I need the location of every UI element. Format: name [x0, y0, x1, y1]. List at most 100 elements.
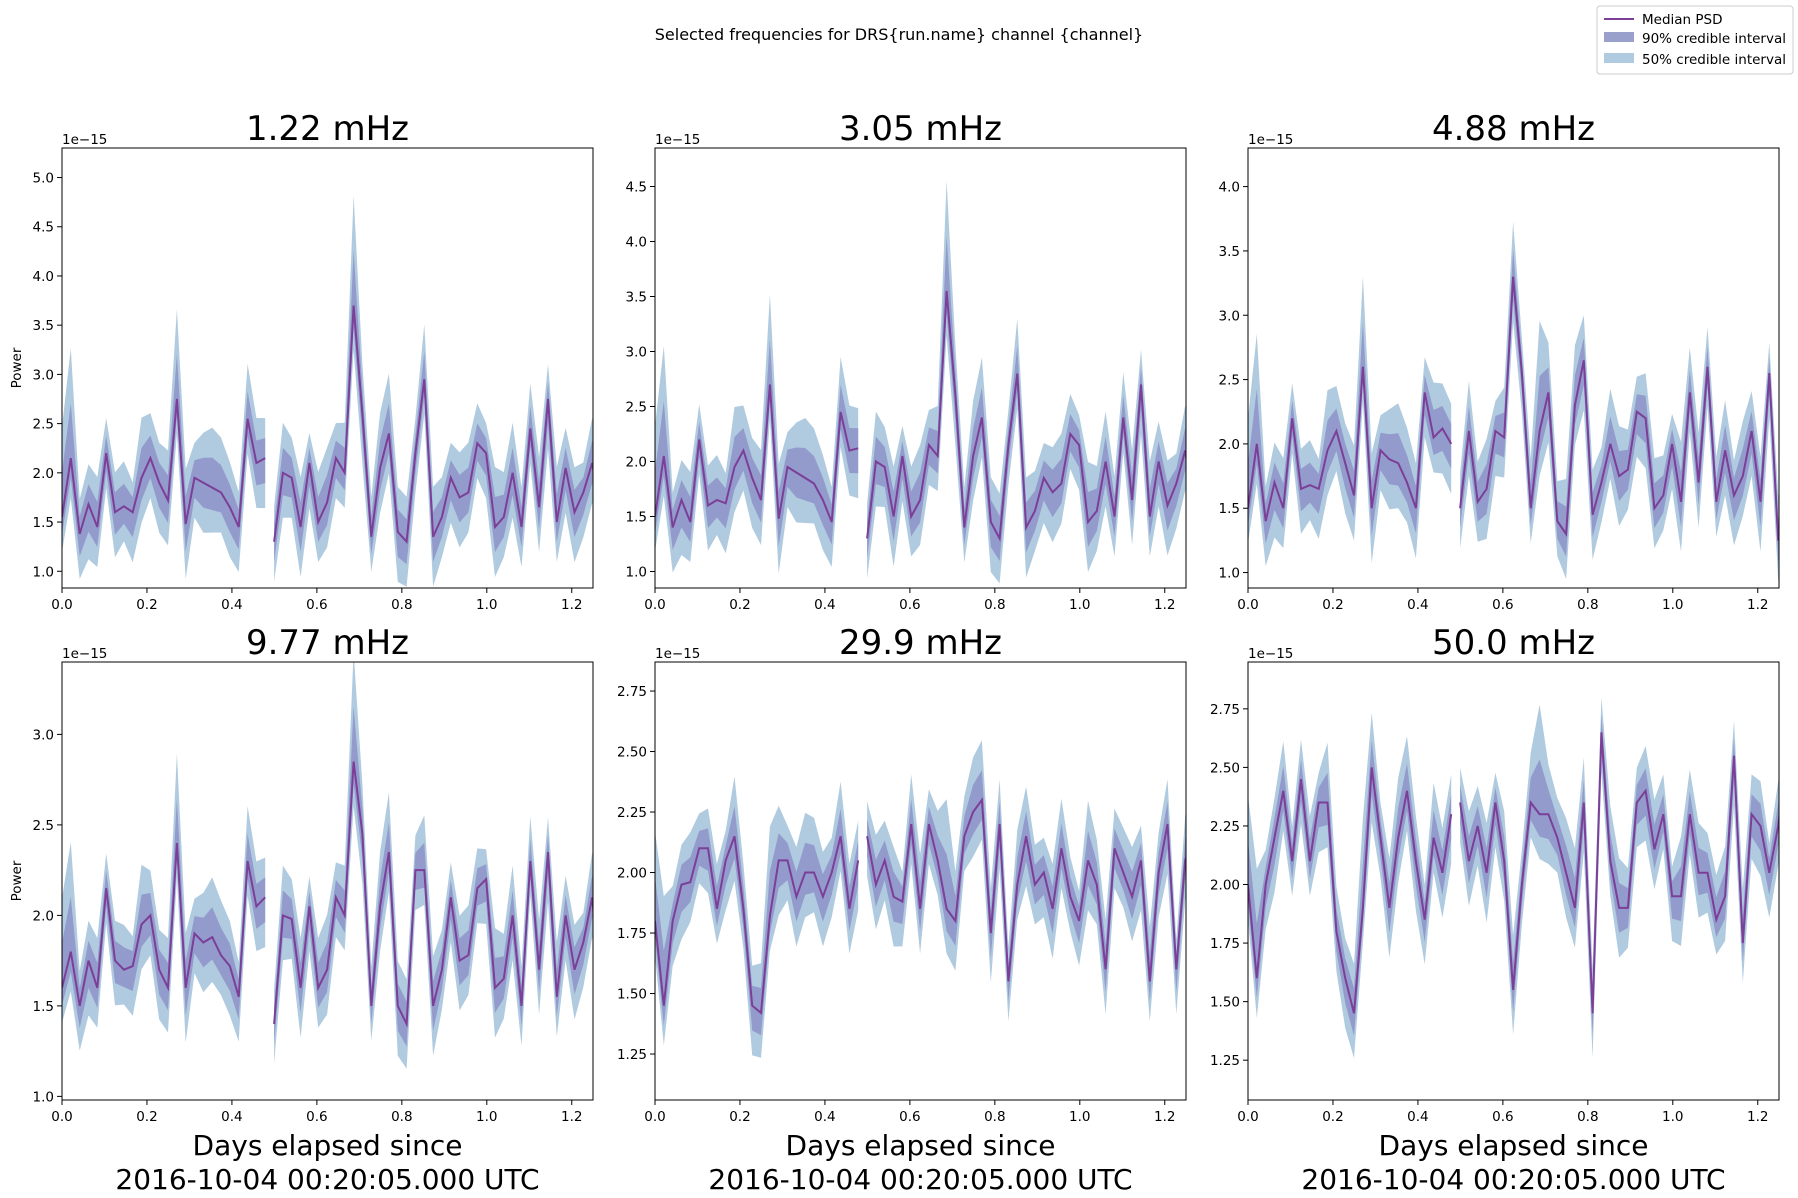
axes-frame: [1247, 661, 1780, 1101]
y-tick-label: 2.5: [626, 400, 647, 416]
x-tick-label: 1.0: [1069, 597, 1090, 613]
subplot-1: 1.0 1.5 2.0 2.5 3.0 3.5 4.0 4.5 5.0 0.0 0.2 0.4 0.6 0…: [9, 109, 594, 613]
plot-area: [62, 195, 593, 587]
x-tick-label: 1.2: [1747, 1109, 1768, 1125]
y-tick-label: 3.5: [626, 290, 647, 306]
band-50ci: [1460, 221, 1779, 581]
legend: Median PSD 90% credible interval 50% cre…: [1596, 5, 1794, 75]
y-offset-text: 1e−15: [655, 132, 700, 148]
band-50ci: [274, 195, 593, 587]
band-90ci: [1248, 321, 1452, 544]
y-tick-label: 1.5: [1219, 501, 1240, 517]
x-tick-label: 0.4: [221, 597, 242, 613]
x-tick-label: 1.2: [1154, 1109, 1175, 1125]
median-line: [1248, 366, 1453, 522]
plot-area: [1248, 221, 1779, 581]
band-90ci: [274, 706, 593, 1047]
y-axis-label: Power: [9, 347, 25, 388]
y-tick-label: 4.5: [626, 180, 647, 196]
y-tick-label: 2.5: [33, 417, 54, 433]
x-tick-label: 0.4: [814, 597, 835, 613]
y-tick-label: 3.0: [33, 367, 54, 383]
y-tick-label: 1.5: [626, 510, 647, 526]
y-tick-label: 2.50: [1210, 760, 1240, 776]
y-tick-label: 2.75: [617, 684, 647, 700]
band-90ci: [274, 250, 593, 565]
band-50ci: [867, 740, 1186, 1022]
plot-area: [655, 181, 1186, 584]
legend-label-50ci: 50% credible interval: [1642, 52, 1786, 68]
y-tick-label: 3.0: [33, 727, 54, 743]
x-tick-label: 0.2: [136, 1109, 157, 1125]
band-90ci: [867, 770, 1186, 1002]
y-offset-text: 1e−15: [62, 646, 107, 662]
median-line: [655, 835, 860, 1015]
y-tick-label: 2.25: [617, 805, 647, 821]
band-90ci: [1460, 714, 1779, 1036]
y-tick-label: 2.75: [1210, 702, 1240, 718]
band-90ci: [62, 354, 266, 557]
legend-swatch-50ci: [1604, 53, 1634, 63]
x-tick-label: 1.0: [476, 1109, 497, 1125]
x-tick-label: 0.6: [899, 1109, 920, 1125]
y-tick-label: 2.0: [626, 455, 647, 471]
legend-label-median: Median PSD: [1642, 12, 1723, 28]
x-tick-label: 0.8: [984, 597, 1005, 613]
x-tick-label: 0.4: [814, 1109, 835, 1125]
median-line: [1459, 732, 1779, 1014]
y-tick-label: 3.0: [1219, 308, 1240, 324]
x-tick-label: 0.0: [644, 597, 665, 613]
y-tick-label: 1.25: [617, 1047, 647, 1063]
y-tick-label: 1.0: [33, 564, 54, 580]
band-50ci: [867, 181, 1186, 584]
band-90ci: [1460, 249, 1779, 561]
subplot-title: 29.9 mHz: [839, 623, 1002, 663]
band-90ci: [1248, 740, 1452, 1036]
x-tick-label: 0.0: [51, 597, 72, 613]
y-offset-text: 1e−15: [62, 132, 107, 148]
y-tick-label: 2.0: [33, 908, 54, 924]
x-tick-label: 0.0: [1237, 597, 1258, 613]
plot-area: [1248, 697, 1779, 1059]
y-tick-label: 2.0: [33, 466, 54, 482]
plot-area: [655, 740, 1186, 1058]
x-tick-label: 0.6: [1492, 1109, 1513, 1125]
band-90ci: [655, 806, 859, 1036]
x-axis-label-line1: Days elapsed since: [193, 1129, 463, 1162]
x-tick-label: 1.2: [561, 1109, 582, 1125]
y-tick-label: 2.25: [1210, 819, 1240, 835]
x-axis-label-line1: Days elapsed since: [786, 1129, 1056, 1162]
axes-frame: [61, 147, 594, 589]
x-tick-label: 0.4: [221, 1109, 242, 1125]
y-axis-label: Power: [9, 860, 25, 901]
axes-frame: [61, 661, 594, 1101]
x-tick-label: 0.0: [1237, 1109, 1258, 1125]
y-tick-label: 1.50: [617, 987, 647, 1003]
y-tick-label: 2.50: [617, 745, 647, 761]
y-tick-label: 4.0: [33, 269, 54, 285]
y-tick-label: 1.75: [617, 926, 647, 942]
y-tick-label: 4.0: [626, 235, 647, 251]
y-tick-label: 2.0: [1219, 437, 1240, 453]
x-tick-label: 0.2: [1322, 1109, 1343, 1125]
band-50ci: [62, 753, 266, 1051]
subplot-title: 4.88 mHz: [1432, 109, 1595, 149]
median-line: [62, 842, 266, 1007]
y-tick-label: 1.25: [1210, 1053, 1240, 1069]
axes-frame: [654, 147, 1187, 589]
y-tick-label: 2.5: [1219, 373, 1240, 389]
x-tick-label: 0.8: [391, 1109, 412, 1125]
y-tick-label: 3.5: [1219, 244, 1240, 260]
subplot-title: 50.0 mHz: [1432, 623, 1595, 663]
y-offset-text: 1e−15: [655, 646, 700, 662]
band-50ci: [1248, 276, 1452, 567]
x-tick-label: 1.2: [1747, 597, 1768, 613]
y-tick-label: 1.0: [1219, 566, 1240, 582]
y-tick-label: 2.00: [617, 866, 647, 882]
plot-area: [62, 662, 593, 1069]
y-tick-label: 3.5: [33, 318, 54, 334]
band-90ci: [655, 339, 859, 550]
x-tick-label: 1.2: [1154, 597, 1175, 613]
subplot-grid: 1.0 1.5 2.0 2.5 3.0 3.5 4.0 4.5 5.0 0.0 0.2 0.4 0.6 0…: [9, 109, 1780, 1196]
